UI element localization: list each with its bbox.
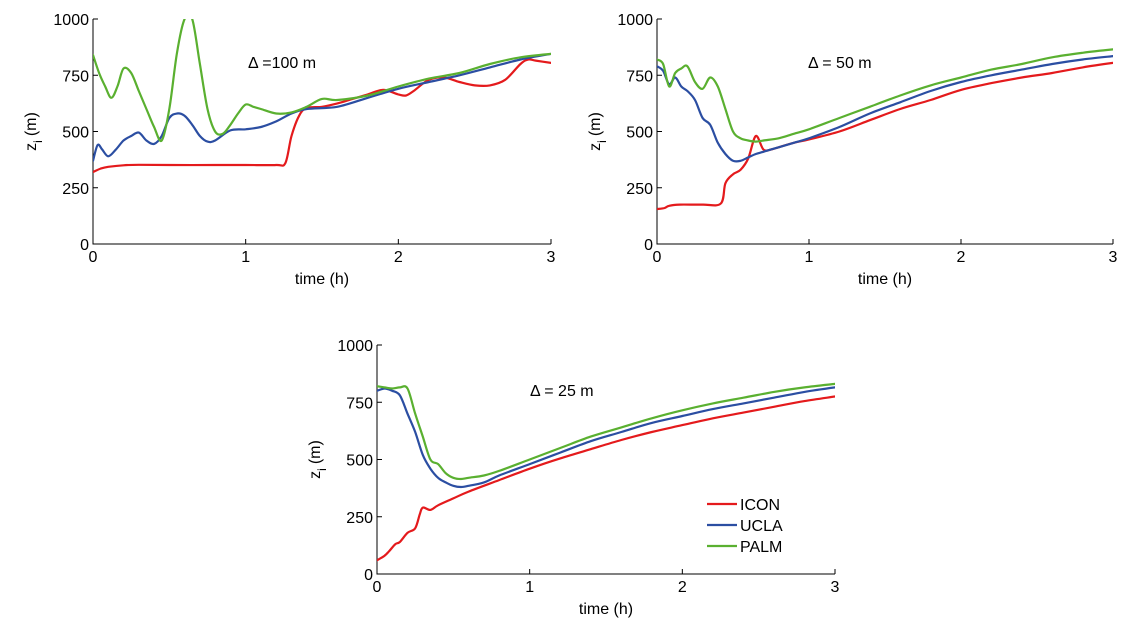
resolution-annotation: Δ = 50 m bbox=[808, 55, 872, 72]
y-tick-label: 0 bbox=[364, 567, 373, 584]
y-tick-label: 250 bbox=[626, 181, 653, 198]
legend-label-ucla: UCLA bbox=[740, 518, 783, 535]
y-axis-label-subscript: i bbox=[31, 140, 45, 143]
x-tick-label: 3 bbox=[547, 249, 556, 266]
y-tick-label: 1000 bbox=[337, 338, 373, 355]
x-tick-label: 1 bbox=[525, 579, 534, 596]
series-line-palm bbox=[377, 382, 835, 481]
y-axis-label-symbol: z bbox=[307, 471, 324, 479]
y-tick-label: 250 bbox=[346, 510, 373, 527]
x-tick-label: 3 bbox=[831, 579, 840, 596]
y-tick-label: 750 bbox=[626, 68, 653, 85]
y-tick-label: 500 bbox=[62, 125, 89, 142]
series-group bbox=[377, 382, 835, 562]
y-tick-label: 250 bbox=[62, 181, 89, 198]
y-axis-label-unit: (m) bbox=[307, 440, 324, 464]
x-tick-label: 3 bbox=[1109, 249, 1118, 266]
y-tick-label: 500 bbox=[346, 453, 373, 470]
series-line-icon bbox=[377, 395, 835, 562]
y-axis-label-unit: (m) bbox=[587, 112, 604, 136]
resolution-annotation: Δ = 25 m bbox=[530, 383, 594, 400]
legend-label-palm: PALM bbox=[740, 539, 782, 556]
x-axis-label: time (h) bbox=[295, 271, 349, 288]
series-line-palm bbox=[93, 19, 551, 143]
y-axis-label-unit: (m) bbox=[23, 112, 40, 136]
series-line-ucla bbox=[377, 386, 835, 489]
series-line-ucla bbox=[657, 55, 1113, 163]
y-tick-label: 1000 bbox=[53, 12, 89, 29]
x-tick-label: 2 bbox=[678, 579, 687, 596]
series-group bbox=[657, 48, 1113, 211]
resolution-annotation: Δ =100 m bbox=[248, 55, 316, 72]
y-tick-label: 1000 bbox=[617, 12, 653, 29]
chart-panel-3: 0 1 2 3 0 250 500 750 1000 time (h) zi (m) Δ = 25 m I… bbox=[307, 338, 840, 618]
x-tick-label: 2 bbox=[957, 249, 966, 266]
y-axis-label-subscript: i bbox=[315, 468, 329, 471]
axes-frame bbox=[92, 19, 551, 245]
chart-panel-1: 0 1 2 3 0 250 500 750 1000 time (h) zi (m) Δ =100 m bbox=[23, 12, 556, 288]
y-axis-label-subscript: i bbox=[595, 140, 609, 143]
y-axis-label-symbol: z bbox=[23, 143, 40, 151]
y-axis-label: zi (m) bbox=[587, 112, 609, 151]
series-line-ucla bbox=[93, 52, 551, 162]
axes-frame bbox=[656, 19, 1113, 245]
y-tick-label: 500 bbox=[626, 125, 653, 142]
legend: ICON UCLA PALM bbox=[707, 497, 783, 556]
y-axis-label: zi (m) bbox=[23, 112, 45, 151]
x-tick-label: 0 bbox=[89, 249, 98, 266]
series-line-icon bbox=[657, 61, 1113, 211]
series-line-palm bbox=[657, 48, 1113, 143]
y-axis-label: zi (m) bbox=[307, 440, 329, 479]
y-tick-label: 750 bbox=[346, 395, 373, 412]
y-tick-label: 0 bbox=[644, 237, 653, 254]
y-tick-label: 0 bbox=[80, 237, 89, 254]
x-tick-label: 0 bbox=[373, 579, 382, 596]
y-tick-label: 750 bbox=[62, 68, 89, 85]
series-line-icon bbox=[93, 58, 551, 174]
legend-label-icon: ICON bbox=[740, 497, 780, 514]
x-tick-label: 1 bbox=[241, 249, 250, 266]
x-axis-label: time (h) bbox=[579, 601, 633, 618]
series-group bbox=[93, 19, 551, 174]
x-axis-label: time (h) bbox=[858, 271, 912, 288]
x-tick-label: 2 bbox=[394, 249, 403, 266]
x-tick-label: 0 bbox=[653, 249, 662, 266]
chart-panel-2: 0 1 2 3 0 250 500 750 1000 time (h) zi (m) Δ = 50 m bbox=[587, 12, 1118, 288]
x-tick-label: 1 bbox=[805, 249, 814, 266]
y-axis-label-symbol: z bbox=[587, 143, 604, 151]
